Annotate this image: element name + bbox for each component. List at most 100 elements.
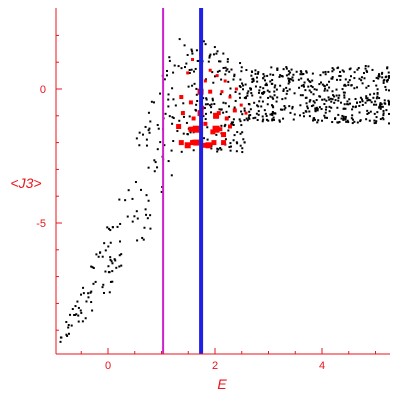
data-point — [245, 69, 248, 72]
data-point — [265, 84, 268, 87]
data-point — [375, 103, 378, 106]
data-point — [67, 332, 70, 335]
data-point — [206, 138, 209, 141]
data-point — [90, 290, 93, 293]
data-point — [366, 99, 369, 102]
data-point — [367, 84, 370, 87]
data-point — [241, 131, 244, 134]
data-point — [138, 131, 141, 134]
data-point — [216, 50, 219, 53]
data-point — [299, 73, 302, 76]
data-point — [239, 78, 242, 81]
highlight-point — [220, 90, 224, 94]
highlight-point — [191, 116, 196, 121]
data-point — [284, 97, 287, 100]
data-point — [360, 76, 363, 79]
data-point — [320, 108, 323, 111]
data-point — [228, 70, 231, 73]
data-point — [359, 101, 362, 104]
data-point — [324, 87, 327, 90]
data-point — [347, 81, 350, 84]
data-point — [172, 71, 175, 74]
highlight-point — [234, 87, 238, 91]
data-point — [203, 107, 206, 110]
data-point — [173, 64, 176, 67]
data-point — [323, 89, 326, 92]
data-point — [273, 118, 276, 121]
data-point — [119, 240, 122, 243]
data-point — [377, 77, 380, 80]
data-point — [376, 111, 379, 114]
data-point — [167, 93, 170, 96]
data-point — [334, 99, 337, 102]
highlight-point — [218, 127, 223, 132]
data-point — [228, 105, 231, 108]
data-point — [279, 108, 282, 111]
data-point — [370, 101, 373, 104]
data-point — [375, 76, 378, 79]
data-point — [368, 119, 371, 122]
data-point — [341, 69, 344, 72]
data-point — [373, 92, 376, 95]
data-point — [324, 111, 327, 114]
data-point — [265, 114, 268, 117]
data-point — [136, 217, 139, 220]
data-point — [308, 100, 311, 103]
data-point — [145, 194, 148, 197]
data-point — [242, 88, 245, 91]
data-point — [375, 84, 378, 87]
data-point — [171, 116, 174, 119]
data-point — [205, 97, 208, 100]
data-point — [314, 108, 317, 111]
data-point — [185, 121, 188, 124]
data-point — [134, 181, 137, 184]
data-point — [287, 77, 290, 80]
data-point — [382, 112, 385, 115]
data-point — [311, 79, 314, 82]
data-point — [177, 65, 180, 68]
data-point — [204, 103, 207, 106]
data-point — [243, 107, 246, 110]
data-point — [272, 116, 275, 119]
data-point — [180, 67, 183, 70]
data-point — [163, 144, 166, 147]
data-point — [77, 320, 80, 323]
data-point — [79, 309, 82, 312]
data-point — [147, 129, 150, 132]
data-point — [351, 118, 354, 121]
data-point — [230, 123, 233, 126]
data-point — [102, 291, 105, 294]
data-point — [257, 72, 260, 75]
data-point — [291, 105, 294, 108]
data-point — [331, 90, 334, 93]
data-point — [65, 320, 68, 323]
data-point — [275, 88, 278, 91]
data-point — [327, 96, 330, 99]
data-point — [270, 66, 273, 69]
data-point — [323, 84, 326, 87]
data-point — [261, 115, 264, 118]
data-point — [379, 104, 382, 107]
data-point — [347, 103, 350, 106]
highlight-point — [223, 79, 227, 83]
data-point — [307, 78, 310, 81]
data-point — [220, 78, 223, 81]
data-point — [285, 86, 288, 89]
data-point — [195, 49, 198, 52]
data-point — [367, 111, 370, 114]
data-point — [269, 113, 272, 116]
data-point — [271, 118, 274, 121]
data-point — [159, 141, 162, 144]
data-point — [316, 121, 319, 124]
data-point — [300, 84, 303, 87]
data-point — [330, 106, 333, 109]
data-point — [336, 67, 339, 70]
data-point — [107, 227, 110, 230]
data-point — [222, 52, 225, 55]
data-point — [365, 118, 368, 121]
data-point — [225, 69, 228, 72]
data-point — [238, 85, 241, 88]
data-point — [288, 81, 291, 84]
data-point — [120, 264, 123, 267]
data-point — [229, 94, 232, 97]
